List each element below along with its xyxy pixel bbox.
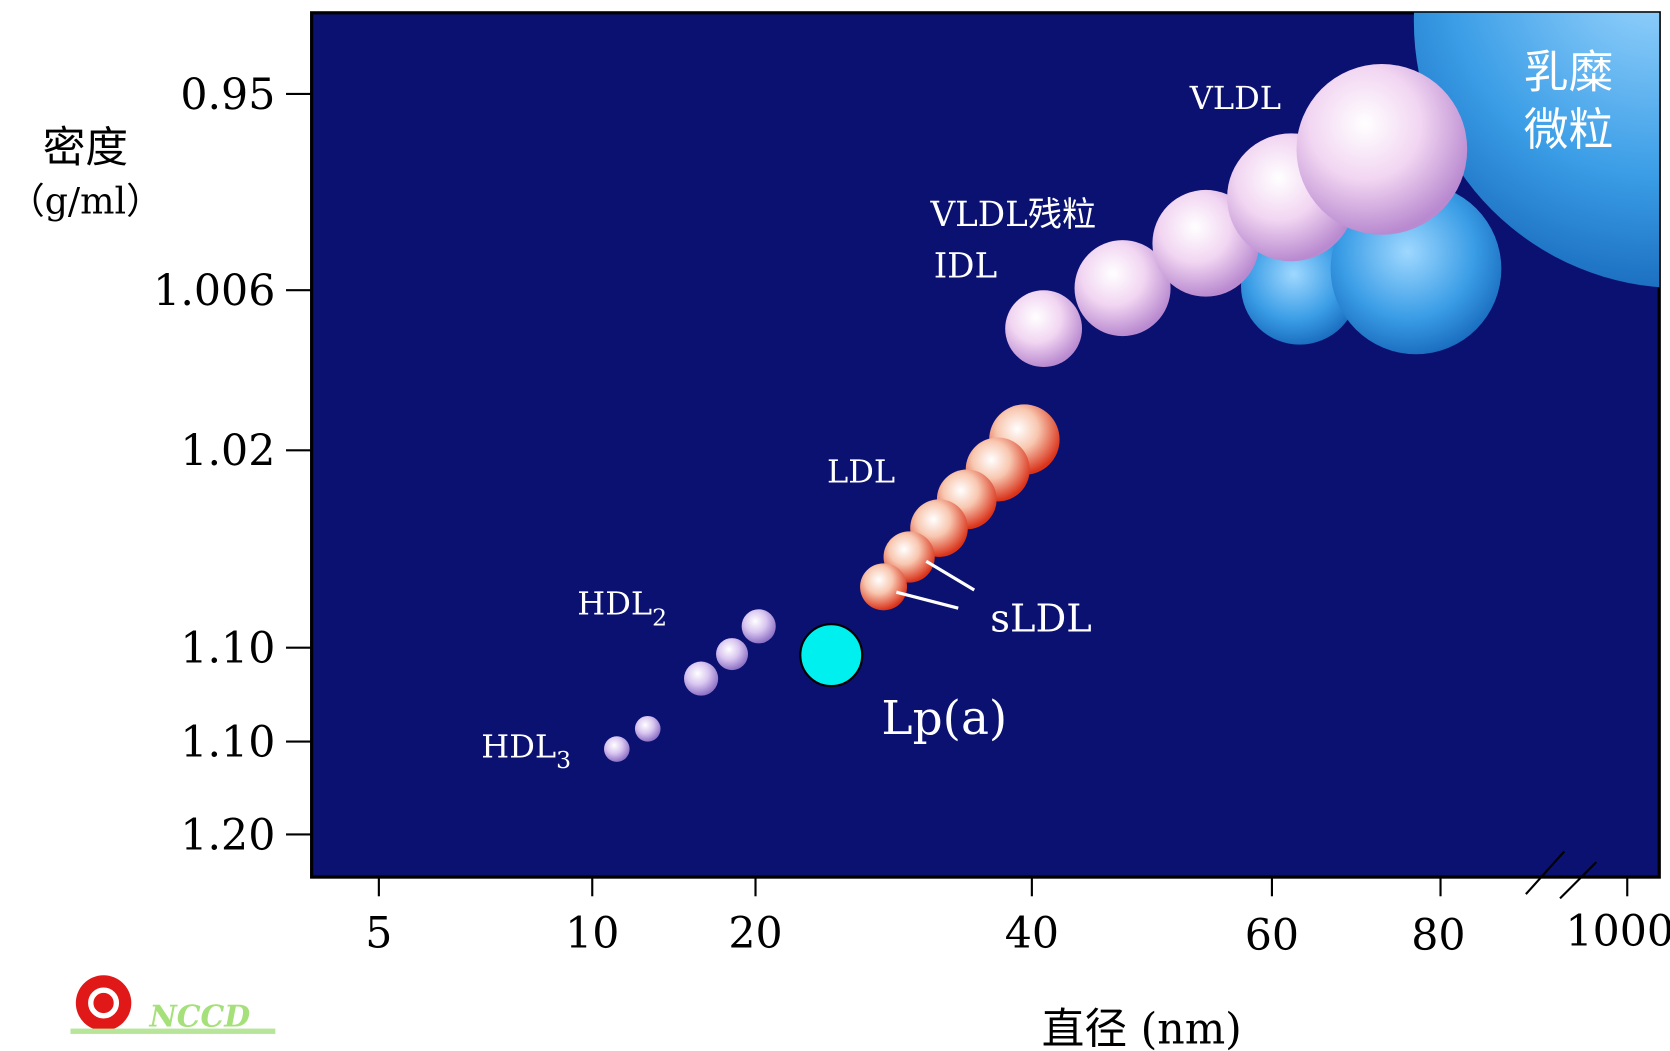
vldl-label: VLDL <box>1189 79 1281 117</box>
sldl-label: sLDL <box>990 597 1092 642</box>
hdl3-text: HDL <box>481 728 556 766</box>
x-tick-label: 80 <box>1411 911 1465 961</box>
chylomicron-label: 乳糜 <box>1524 45 1614 98</box>
y-ticks <box>286 92 312 836</box>
y-tick-label: 1.02 <box>180 426 275 476</box>
pointer-line <box>895 590 959 610</box>
x-axis-title: 直径 (nm) <box>1042 1005 1242 1051</box>
vldl-particle <box>1296 64 1468 235</box>
logo: NCCD <box>70 975 276 1034</box>
logo-mark <box>88 987 120 1019</box>
idl-particle <box>1005 290 1083 368</box>
y-tick-label: 0.95 <box>180 70 275 120</box>
x-tick-label: 20 <box>728 909 782 959</box>
lpa-label: Lp(a) <box>881 691 1007 746</box>
hdl3-particle <box>603 736 630 762</box>
sldl-particle <box>860 563 908 611</box>
vldl-remnant-particle <box>1074 240 1171 337</box>
vldl-remnant-label: VLDL残粒 <box>929 195 1096 235</box>
chylomicron-label: 微粒 <box>1524 103 1614 156</box>
axis-break <box>1559 861 1598 900</box>
pointer-line <box>925 559 976 592</box>
hdl2-text: HDL <box>577 585 652 623</box>
hdl2-particle <box>716 638 749 671</box>
idl-label: IDL <box>934 246 998 286</box>
chylomicron <box>1413 12 1660 288</box>
hdl3-sub: 3 <box>556 746 571 774</box>
lpa-particle <box>799 623 864 688</box>
hdl2-particle <box>684 661 719 696</box>
y-axis-unit: （g/ml） <box>8 179 162 222</box>
y-tick-label: 1.006 <box>153 266 275 316</box>
y-axis-title: 密度 <box>43 123 128 173</box>
logo-text: NCCD <box>148 999 250 1034</box>
x-ticks <box>377 850 1629 900</box>
logo-underline <box>70 1028 276 1034</box>
x-tick-label: 5 <box>365 909 392 959</box>
x-tick-label: 1000 <box>1565 906 1670 956</box>
x-tick-label: 10 <box>565 909 619 959</box>
ldl-label: LDL <box>827 452 895 490</box>
hdl2-particle <box>741 609 776 644</box>
x-tick-label: 40 <box>1005 909 1059 959</box>
hdl2-sub: 2 <box>652 603 667 631</box>
y-tick-label: 1.20 <box>180 810 275 860</box>
logo-mark <box>75 975 132 1031</box>
y-tick-label: 1.10 <box>180 718 275 768</box>
hdl2-label: HDL2 <box>577 585 667 632</box>
y-tick-label: 1.10 <box>180 624 275 674</box>
particles <box>603 12 1660 762</box>
axis-break <box>1525 850 1566 895</box>
x-tick-label: 60 <box>1245 911 1299 961</box>
hdl3-label: HDL3 <box>481 728 571 775</box>
hdl3-particle <box>634 715 661 742</box>
